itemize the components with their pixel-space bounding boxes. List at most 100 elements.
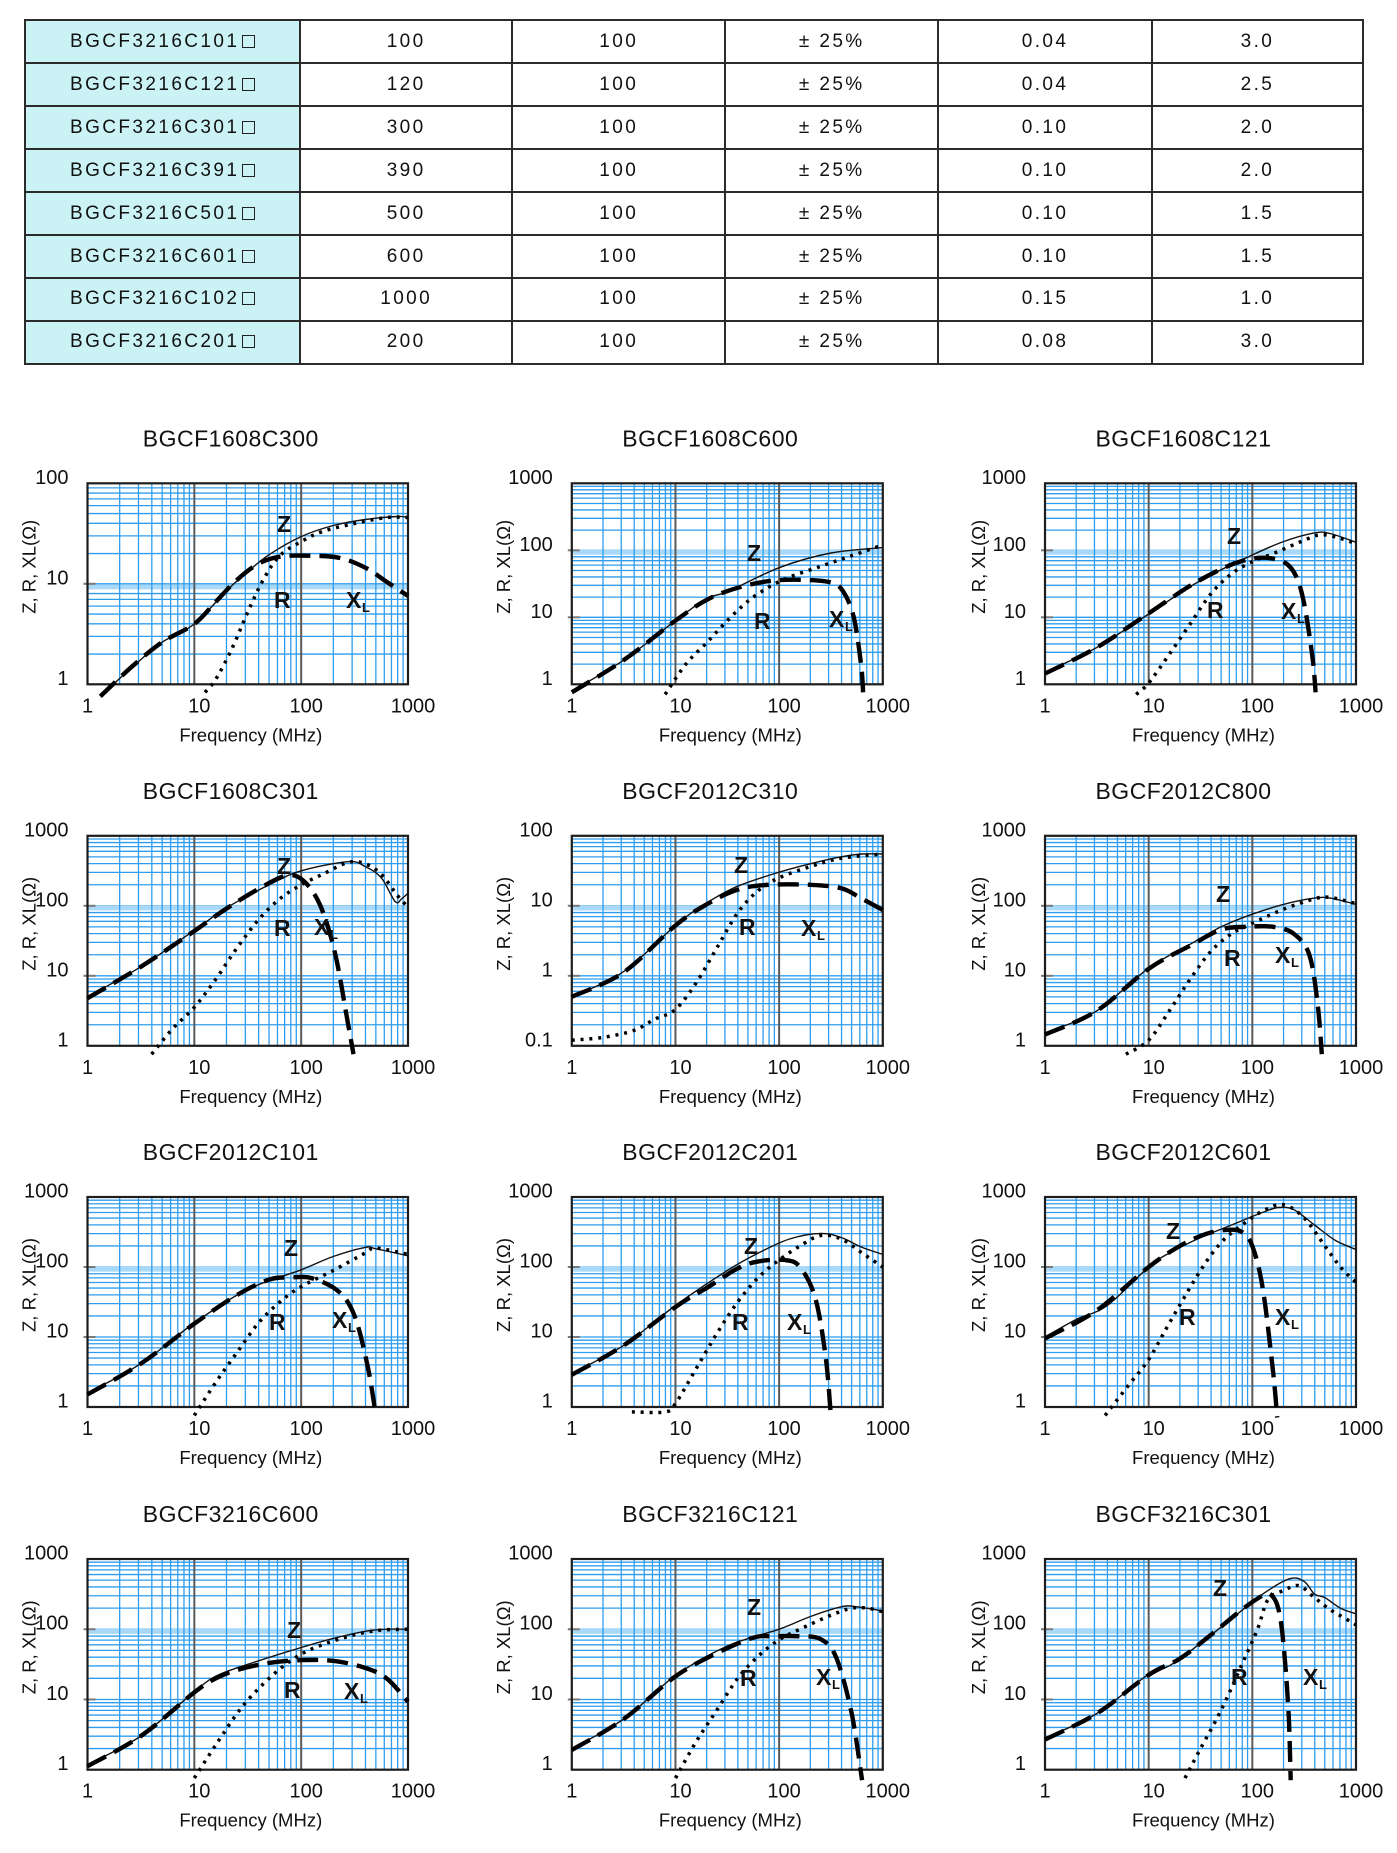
svg-text:Z: Z <box>284 1235 298 1261</box>
svg-text:100: 100 <box>1241 1418 1274 1440</box>
svg-text:100: 100 <box>35 889 68 911</box>
svg-text:Frequency (MHz): Frequency (MHz) <box>1132 1447 1275 1468</box>
svg-text:10: 10 <box>1143 695 1165 717</box>
svg-text:R: R <box>1207 597 1224 623</box>
svg-text:BGCF1608C121: BGCF1608C121 <box>1095 425 1271 451</box>
svg-text:BGCF2012C101: BGCF2012C101 <box>143 1139 319 1165</box>
svg-text:X: X <box>1275 1304 1291 1330</box>
svg-text:L: L <box>845 619 853 634</box>
svg-text:100: 100 <box>519 1613 552 1635</box>
svg-text:X: X <box>816 1664 832 1690</box>
svg-text:1000: 1000 <box>1339 1418 1384 1440</box>
svg-text:10: 10 <box>1004 601 1026 623</box>
svg-text:1: 1 <box>1015 1391 1026 1413</box>
svg-text:Z: Z <box>1213 1575 1227 1601</box>
svg-text:BGCF1608C300: BGCF1608C300 <box>143 425 319 451</box>
svg-text:100: 100 <box>35 1251 68 1273</box>
svg-text:1000: 1000 <box>1339 1057 1384 1079</box>
svg-text:100: 100 <box>993 1613 1026 1635</box>
svg-text:1: 1 <box>82 695 93 717</box>
svg-text:X: X <box>344 1678 360 1704</box>
svg-text:10: 10 <box>531 1683 553 1705</box>
svg-text:R: R <box>284 1677 301 1703</box>
svg-text:Z, R, XL(Ω): Z, R, XL(Ω) <box>493 520 514 614</box>
svg-text:1: 1 <box>57 1029 68 1051</box>
svg-text:1: 1 <box>82 1418 93 1440</box>
svg-text:L: L <box>362 600 370 615</box>
svg-text:1: 1 <box>57 668 68 690</box>
svg-text:Z: Z <box>744 1233 758 1259</box>
svg-text:1000: 1000 <box>866 1781 911 1803</box>
svg-text:10: 10 <box>46 1321 68 1343</box>
svg-text:Frequency (MHz): Frequency (MHz) <box>659 1086 802 1107</box>
svg-text:1: 1 <box>542 668 553 690</box>
svg-text:R: R <box>754 608 771 634</box>
svg-text:1: 1 <box>57 1391 68 1413</box>
svg-text:1000: 1000 <box>866 1057 911 1079</box>
svg-text:1: 1 <box>542 959 553 981</box>
svg-text:Frequency (MHz): Frequency (MHz) <box>1132 724 1275 745</box>
svg-text:10: 10 <box>188 1418 210 1440</box>
svg-text:Z, R, XL(Ω): Z, R, XL(Ω) <box>19 520 40 614</box>
svg-text:10: 10 <box>1143 1781 1165 1803</box>
svg-text:1000: 1000 <box>866 1418 911 1440</box>
svg-text:R: R <box>274 915 291 941</box>
svg-text:1: 1 <box>1039 1418 1050 1440</box>
svg-text:1000: 1000 <box>24 1181 69 1203</box>
svg-text:100: 100 <box>35 467 68 489</box>
svg-text:1: 1 <box>1015 1029 1026 1051</box>
svg-text:100: 100 <box>1241 695 1274 717</box>
svg-text:10: 10 <box>46 567 68 589</box>
svg-text:100: 100 <box>767 1057 800 1079</box>
svg-text:1000: 1000 <box>982 1181 1027 1203</box>
svg-text:100: 100 <box>35 1613 68 1635</box>
svg-text:1: 1 <box>542 1391 553 1413</box>
svg-text:X: X <box>314 914 330 940</box>
svg-text:100: 100 <box>993 1251 1026 1273</box>
svg-text:1000: 1000 <box>24 819 69 841</box>
svg-text:BGCF2012C601: BGCF2012C601 <box>1095 1139 1271 1165</box>
svg-text:1: 1 <box>1039 695 1050 717</box>
svg-text:Z: Z <box>1166 1218 1180 1244</box>
svg-text:10: 10 <box>1004 1321 1026 1343</box>
svg-text:100: 100 <box>519 534 552 556</box>
svg-text:10: 10 <box>669 1057 691 1079</box>
svg-text:L: L <box>1291 955 1299 970</box>
svg-text:Frequency (MHz): Frequency (MHz) <box>179 1086 322 1107</box>
svg-text:X: X <box>346 587 362 613</box>
svg-text:10: 10 <box>1004 1683 1026 1705</box>
svg-text:R: R <box>1224 945 1241 971</box>
svg-text:X: X <box>1303 1664 1319 1690</box>
svg-text:1: 1 <box>566 1057 577 1079</box>
svg-text:1000: 1000 <box>1339 695 1384 717</box>
svg-text:Z: Z <box>277 511 291 537</box>
svg-text:1000: 1000 <box>391 1057 436 1079</box>
svg-text:Frequency (MHz): Frequency (MHz) <box>179 1810 322 1831</box>
svg-text:L: L <box>348 1320 356 1335</box>
svg-text:1000: 1000 <box>391 695 436 717</box>
svg-text:BGCF3216C600: BGCF3216C600 <box>143 1501 319 1527</box>
svg-text:L: L <box>1291 1317 1299 1332</box>
svg-text:1000: 1000 <box>391 1418 436 1440</box>
svg-text:1: 1 <box>566 1781 577 1803</box>
svg-text:L: L <box>803 1322 811 1337</box>
svg-text:100: 100 <box>767 695 800 717</box>
svg-text:R: R <box>739 914 756 940</box>
svg-text:1000: 1000 <box>24 1543 69 1565</box>
svg-text:10: 10 <box>1143 1418 1165 1440</box>
svg-text:X: X <box>787 1309 803 1335</box>
svg-text:10: 10 <box>669 695 691 717</box>
svg-text:1: 1 <box>57 1753 68 1775</box>
svg-text:100: 100 <box>519 819 552 841</box>
svg-text:10: 10 <box>46 1683 68 1705</box>
svg-text:10: 10 <box>669 1781 691 1803</box>
svg-text:BGCF2012C800: BGCF2012C800 <box>1095 778 1271 804</box>
svg-text:BGCF3216C121: BGCF3216C121 <box>622 1501 798 1527</box>
svg-text:100: 100 <box>993 534 1026 556</box>
svg-text:Z, R, XL(Ω): Z, R, XL(Ω) <box>19 877 40 971</box>
svg-text:X: X <box>1281 598 1297 624</box>
svg-text:R: R <box>732 1309 749 1335</box>
svg-text:1: 1 <box>1039 1057 1050 1079</box>
svg-text:L: L <box>832 1677 840 1692</box>
svg-text:100: 100 <box>290 695 323 717</box>
